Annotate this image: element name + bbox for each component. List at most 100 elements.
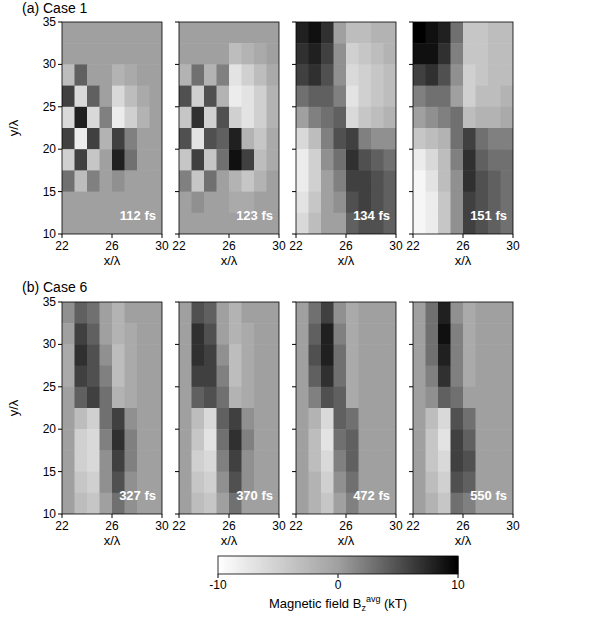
- x-tick: [279, 234, 280, 238]
- x-tick-label: 30: [506, 519, 520, 533]
- cell: [426, 493, 439, 514]
- y-tick: [175, 514, 179, 515]
- cell: [501, 170, 514, 192]
- cell: [451, 387, 464, 409]
- cell: [150, 302, 163, 324]
- cell: [413, 43, 426, 65]
- cell: [87, 43, 100, 65]
- cell: [359, 149, 372, 171]
- colorbar-title-main: Magnetic field B: [269, 596, 362, 611]
- cell: [346, 43, 359, 65]
- cell: [476, 22, 489, 44]
- cell: [137, 128, 150, 150]
- cell: [125, 107, 138, 129]
- cell: [359, 107, 372, 129]
- y-tick: [58, 64, 62, 65]
- cell: [242, 64, 255, 86]
- cell: [204, 170, 217, 192]
- cell: [150, 387, 163, 409]
- cell: [296, 387, 309, 409]
- cell: [413, 192, 426, 214]
- cell: [413, 128, 426, 150]
- cell: [413, 170, 426, 192]
- cell: [192, 472, 205, 494]
- cell: [217, 302, 230, 324]
- cell: [359, 408, 372, 430]
- cell: [62, 323, 75, 345]
- cell: [87, 128, 100, 150]
- cell: [334, 387, 347, 409]
- cell: [100, 64, 113, 86]
- cell: [346, 64, 359, 86]
- cell: [100, 429, 113, 451]
- cell: [254, 22, 267, 44]
- cell: [137, 387, 150, 409]
- cell: [254, 429, 267, 451]
- cell: [75, 472, 88, 494]
- cell: [309, 323, 322, 345]
- cell: [384, 86, 397, 108]
- cell: [62, 128, 75, 150]
- cell: [62, 86, 75, 108]
- cell: [192, 86, 205, 108]
- cell: [309, 86, 322, 108]
- cell: [413, 149, 426, 171]
- cell: [371, 149, 384, 171]
- cell: [112, 22, 125, 44]
- cell: [150, 86, 163, 108]
- y-tick-label: 35: [43, 15, 57, 29]
- cell: [62, 22, 75, 44]
- cell: [321, 344, 334, 366]
- cell: [217, 493, 230, 514]
- cell: [112, 344, 125, 366]
- y-tick: [175, 149, 179, 150]
- cell: [137, 64, 150, 86]
- cell: [476, 64, 489, 86]
- cell: [321, 408, 334, 430]
- cell: [217, 213, 230, 234]
- cell: [476, 86, 489, 108]
- y-tick: [58, 22, 62, 23]
- cell: [75, 107, 88, 129]
- cell: [229, 450, 242, 472]
- cell: [438, 429, 451, 451]
- cell: [192, 408, 205, 430]
- cell: [309, 170, 322, 192]
- cell: [112, 366, 125, 388]
- cell: [371, 408, 384, 430]
- y-tick: [58, 429, 62, 430]
- cell: [75, 323, 88, 345]
- cell: [426, 107, 439, 129]
- cell: [100, 170, 113, 192]
- cell: [334, 64, 347, 86]
- cell: [192, 149, 205, 171]
- x-axis-title: x/λ: [221, 253, 238, 268]
- cell: [150, 170, 163, 192]
- cell: [451, 213, 464, 234]
- y-tick: [175, 106, 179, 107]
- heatmap: [179, 22, 279, 234]
- cell: [346, 450, 359, 472]
- cell: [309, 43, 322, 65]
- y-tick: [58, 344, 62, 345]
- x-tick: [463, 514, 464, 518]
- cell: [125, 450, 138, 472]
- time-label: 112 fs: [120, 208, 156, 223]
- y-tick: [175, 234, 179, 235]
- cell: [100, 323, 113, 345]
- y-tick: [292, 514, 296, 515]
- cell: [192, 323, 205, 345]
- cell: [229, 408, 242, 430]
- y-tick: [175, 429, 179, 430]
- cell: [150, 323, 163, 345]
- time-label: 370 fs: [236, 488, 273, 503]
- cell: [100, 192, 113, 214]
- cell: [413, 323, 426, 345]
- y-tick: [58, 514, 62, 515]
- cell: [359, 86, 372, 108]
- cell: [100, 149, 113, 171]
- cell: [321, 213, 334, 234]
- cell: [346, 366, 359, 388]
- cell: [438, 493, 451, 514]
- cell: [476, 302, 489, 324]
